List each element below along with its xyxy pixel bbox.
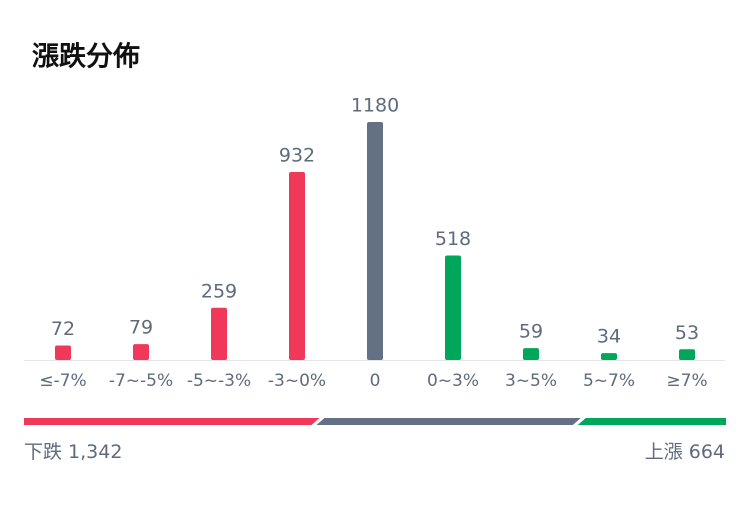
- x-tick-label: 5~7%: [583, 371, 635, 391]
- x-tick-label: 3~5%: [505, 371, 557, 391]
- bar: [211, 307, 227, 360]
- summary-segment: [316, 418, 581, 425]
- x-tick-label: -7~-5%: [109, 371, 173, 391]
- bar: [367, 122, 383, 360]
- x-tick-label: -5~-3%: [187, 371, 251, 391]
- x-tick-label: -3~0%: [268, 371, 326, 391]
- x-tick-label: 0: [370, 371, 381, 391]
- bar: [523, 348, 539, 360]
- value-label: 59: [519, 321, 543, 343]
- down-text: 下跌: [24, 441, 62, 463]
- up-label: 上漲 664: [645, 441, 725, 463]
- summary-segment: [24, 418, 320, 425]
- value-label: 79: [129, 317, 153, 339]
- down-label: 下跌 1,342: [24, 441, 122, 463]
- bar: [289, 172, 305, 360]
- chart-title: 漲跌分佈: [32, 41, 140, 73]
- up-count: 664: [689, 441, 725, 463]
- summary-segment: [577, 418, 726, 425]
- x-tick-label: ≤-7%: [39, 371, 86, 391]
- value-label: 34: [597, 326, 621, 348]
- bar: [133, 344, 149, 360]
- bar: [445, 255, 461, 360]
- value-label: 53: [675, 322, 699, 344]
- value-label: 1180: [351, 95, 399, 117]
- bar: [55, 345, 71, 360]
- value-label: 259: [201, 280, 237, 302]
- x-tick-label: ≥7%: [666, 371, 707, 391]
- bar: [601, 353, 617, 360]
- down-count: 1,342: [68, 441, 122, 463]
- up-text: 上漲: [645, 441, 683, 463]
- value-label: 518: [435, 228, 471, 250]
- bar: [679, 349, 695, 360]
- x-tick-label: 0~3%: [427, 371, 479, 391]
- value-label: 72: [51, 318, 75, 340]
- value-label: 932: [279, 145, 315, 167]
